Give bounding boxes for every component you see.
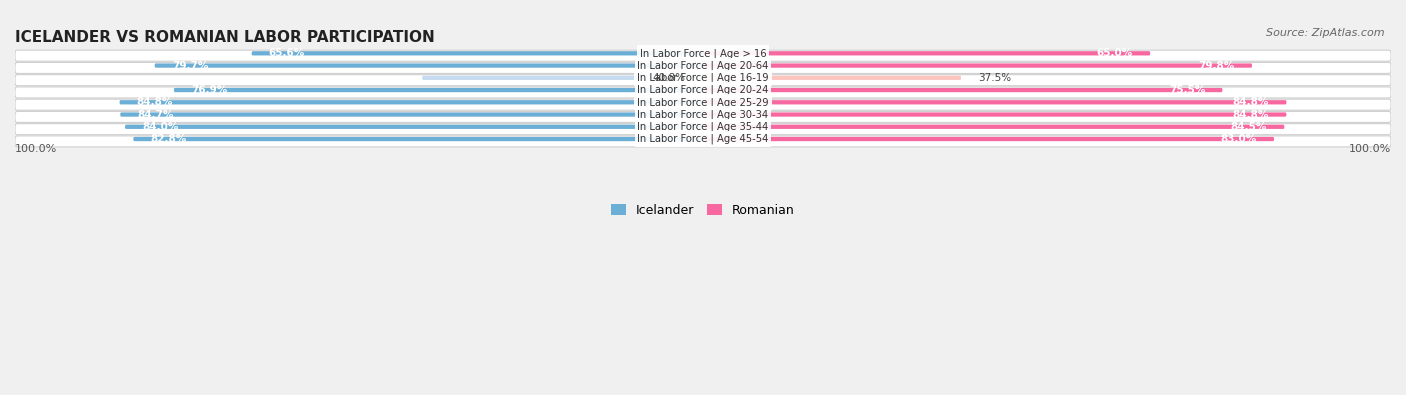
Text: 100.0%: 100.0% [1348,144,1391,154]
Text: 65.0%: 65.0% [1097,48,1133,58]
Text: 100.0%: 100.0% [15,144,58,154]
FancyBboxPatch shape [121,113,703,117]
Text: 37.5%: 37.5% [979,73,1011,83]
FancyBboxPatch shape [703,100,1286,104]
Text: 84.8%: 84.8% [136,97,173,107]
Text: In Labor Force | Age 45-54: In Labor Force | Age 45-54 [637,134,769,144]
FancyBboxPatch shape [252,51,703,55]
Text: 82.8%: 82.8% [150,134,187,144]
Text: In Labor Force | Age 30-34: In Labor Force | Age 30-34 [637,109,769,120]
FancyBboxPatch shape [703,76,960,80]
FancyBboxPatch shape [15,75,1391,86]
FancyBboxPatch shape [703,88,1222,92]
Text: In Labor Force | Age 25-29: In Labor Force | Age 25-29 [637,97,769,107]
Text: 65.6%: 65.6% [269,48,305,58]
FancyBboxPatch shape [15,62,1391,73]
Text: 84.8%: 84.8% [1233,97,1270,107]
FancyBboxPatch shape [155,64,703,68]
FancyBboxPatch shape [120,100,703,104]
FancyBboxPatch shape [703,113,1286,117]
FancyBboxPatch shape [703,51,1150,55]
FancyBboxPatch shape [422,76,703,80]
FancyBboxPatch shape [15,111,1391,122]
Text: 79.7%: 79.7% [172,60,208,71]
FancyBboxPatch shape [15,136,1391,147]
Text: 84.5%: 84.5% [1230,122,1267,132]
FancyBboxPatch shape [15,124,1391,135]
Text: 40.8%: 40.8% [652,73,686,83]
FancyBboxPatch shape [15,87,1391,98]
FancyBboxPatch shape [15,99,1391,110]
Text: 84.0%: 84.0% [142,122,179,132]
FancyBboxPatch shape [125,125,703,129]
Text: 84.8%: 84.8% [1233,109,1270,120]
Text: 79.8%: 79.8% [1198,60,1234,71]
Text: In Labor Force | Age 20-64: In Labor Force | Age 20-64 [637,60,769,71]
Text: Source: ZipAtlas.com: Source: ZipAtlas.com [1267,28,1385,38]
FancyBboxPatch shape [703,125,1284,129]
FancyBboxPatch shape [134,137,703,141]
Text: ICELANDER VS ROMANIAN LABOR PARTICIPATION: ICELANDER VS ROMANIAN LABOR PARTICIPATIO… [15,30,434,45]
FancyBboxPatch shape [174,88,703,92]
Text: 84.7%: 84.7% [138,109,174,120]
FancyBboxPatch shape [15,50,1391,61]
Text: In Labor Force | Age 35-44: In Labor Force | Age 35-44 [637,122,769,132]
FancyBboxPatch shape [703,137,1274,141]
Text: 75.5%: 75.5% [1168,85,1205,95]
Text: In Labor Force | Age > 16: In Labor Force | Age > 16 [640,48,766,58]
Text: 76.9%: 76.9% [191,85,228,95]
Text: In Labor Force | Age 20-24: In Labor Force | Age 20-24 [637,85,769,95]
Text: In Labor Force | Age 16-19: In Labor Force | Age 16-19 [637,73,769,83]
Text: 83.0%: 83.0% [1220,134,1257,144]
Legend: Icelander, Romanian: Icelander, Romanian [606,199,800,222]
FancyBboxPatch shape [703,64,1251,68]
